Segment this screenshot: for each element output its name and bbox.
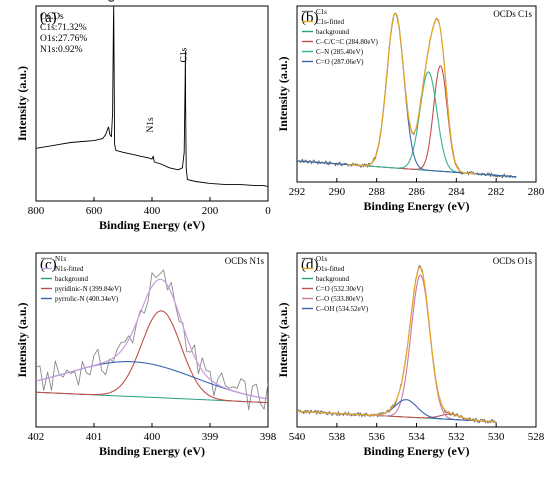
legend: O1s O1s-fitted background C=O (532.30eV) C–O… [302, 255, 369, 313]
peak-annotation: O1s [108, 0, 118, 2]
x-tick-label: 284 [448, 186, 465, 198]
composition-text: OCDs [40, 12, 64, 22]
panel-title: OCDs O1s [493, 256, 533, 266]
x-tick-label: 534 [408, 431, 425, 443]
legend-label: N1s-fitted [55, 265, 84, 273]
panel-label: (a) [40, 10, 57, 26]
x-tick-label: 536 [368, 431, 385, 443]
x-axis-label: Binding Energy (eV) [363, 444, 469, 458]
composition-text: O1s:27.76% [40, 34, 87, 44]
legend-label: C=O (532.30eV) [316, 285, 364, 293]
composition-text: C1s:71.32% [40, 23, 87, 33]
composition-text: N1s:0.92% [40, 45, 83, 55]
fitted-line [347, 12, 476, 175]
plot-area [36, 269, 268, 411]
x-tick-label: 532 [448, 431, 465, 443]
legend-label: background [316, 275, 350, 283]
x-tick-label: 282 [488, 186, 505, 198]
x-axis-label: Binding Energy (eV) [363, 199, 469, 213]
plot-area [297, 12, 517, 179]
fitted-line [36, 278, 268, 400]
x-tick-label: 280 [528, 186, 545, 198]
raw-spectrum-line [36, 269, 268, 411]
y-axis-label: Intensity (a.u.) [15, 66, 29, 141]
x-axis-label: Binding Energy (eV) [99, 218, 205, 232]
x-tick-label: 400 [144, 431, 161, 443]
x-tick-label: 399 [202, 431, 219, 443]
peak-annotation: C1s [179, 47, 189, 62]
legend-label: O1s-fitted [316, 265, 345, 273]
legend-label: C–O (533.80eV) [316, 295, 364, 303]
x-tick-label: 200 [202, 205, 219, 217]
x-axis-label: Binding Energy (eV) [99, 444, 205, 458]
x-tick-label: 538 [329, 431, 346, 443]
y-axis-label: Intensity (a.u.) [276, 302, 290, 377]
legend: N1s N1s-fitted background pyridinic-N (399.… [41, 255, 122, 303]
x-tick-label: 290 [329, 186, 346, 198]
y-axis-label: Intensity (a.u.) [276, 56, 290, 131]
legend-label: C–C/C=C (284.80eV) [316, 38, 379, 46]
x-tick-label: 286 [408, 186, 425, 198]
component-peak-line [36, 310, 268, 404]
legend-label: background [55, 275, 89, 283]
legend-label: C–N (285.40eV) [316, 48, 364, 56]
legend-label: pyridinic-N (399.84eV) [55, 285, 122, 293]
panel-1: 292 290 288 286 284 282 280 Binding Energy (eV)… [276, 5, 545, 213]
survey-spectrum-line [36, 6, 268, 187]
panel-3: 540 538 536 534 532 530 528 Binding Energy (eV)… [276, 252, 545, 458]
y-axis-label: Intensity (a.u.) [15, 302, 29, 377]
x-tick-label: 600 [86, 205, 103, 217]
legend: C1s C1s-fitted background C–C/C=C (284.80eV… [302, 8, 379, 66]
legend-label: background [316, 28, 350, 36]
plot-area [297, 265, 497, 424]
panel-0: 800 600 400 200 0 Binding Energy (eV) Intensit… [15, 0, 271, 232]
x-tick-label: 400 [144, 205, 161, 217]
panel-2: 402 401 400 399 398 Binding Energy (eV) Intens… [15, 252, 277, 458]
plot-area [36, 6, 268, 187]
legend-label: C–OH (534.52eV) [316, 305, 369, 313]
x-tick-label: 800 [28, 205, 45, 217]
x-tick-label: 402 [28, 431, 45, 443]
x-tick-label: 401 [86, 431, 103, 443]
x-tick-label: 292 [289, 186, 306, 198]
fitted-line [297, 266, 497, 423]
x-tick-label: 398 [260, 431, 277, 443]
panel-title: OCDs N1s [225, 256, 265, 266]
legend-label: O1s [316, 255, 328, 263]
x-tick-label: 288 [368, 186, 385, 198]
legend-label: C1s [316, 8, 327, 16]
x-tick-label: 530 [488, 431, 505, 443]
x-tick-label: 540 [289, 431, 306, 443]
peak-annotation: N1s [146, 117, 156, 133]
panel-title: OCDs C1s [493, 9, 532, 19]
x-tick-label: 0 [265, 205, 271, 217]
legend-label: C1s-fitted [316, 18, 344, 26]
legend-label: C=O (287.06eV) [316, 58, 364, 66]
legend-label: N1s [55, 255, 67, 263]
component-peak-line [297, 65, 517, 178]
x-tick-label: 528 [528, 431, 545, 443]
legend-label: pyrrolic-N (400.34eV) [55, 295, 119, 303]
